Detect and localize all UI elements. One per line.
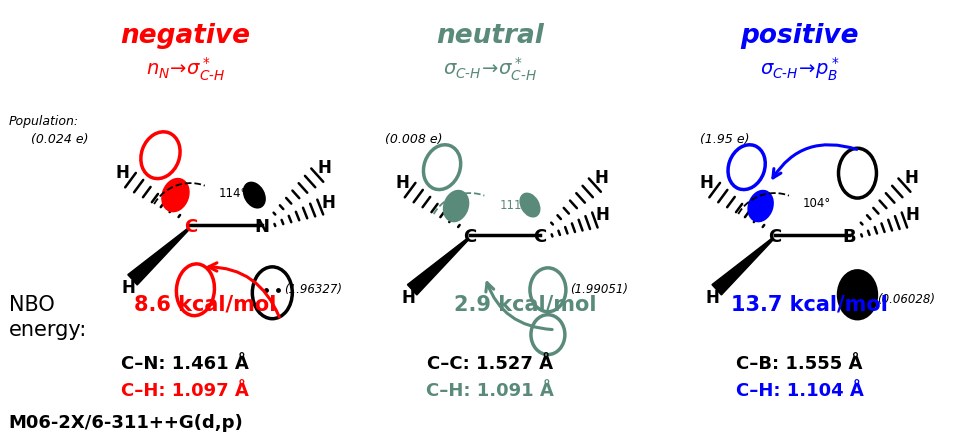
Text: 2.9 kcal/mol: 2.9 kcal/mol — [454, 295, 596, 315]
Text: neutral: neutral — [436, 23, 544, 49]
Text: (1.96327): (1.96327) — [284, 283, 342, 296]
Text: (0.008 e): (0.008 e) — [385, 134, 443, 146]
Text: C: C — [533, 228, 547, 246]
Text: H: H — [596, 206, 610, 224]
Text: H: H — [905, 169, 918, 187]
Text: (0.06028): (0.06028) — [877, 293, 936, 306]
Text: $n_N \!\rightarrow\! \sigma^*_{C\text{-}H}$: $n_N \!\rightarrow\! \sigma^*_{C\text{-}… — [146, 56, 225, 83]
Text: (1.99051): (1.99051) — [570, 283, 628, 296]
Text: positive: positive — [740, 23, 858, 49]
Text: C–N: 1.461 Å: C–N: 1.461 Å — [122, 355, 249, 372]
Polygon shape — [127, 228, 189, 285]
Ellipse shape — [839, 271, 876, 319]
Text: H: H — [595, 169, 609, 187]
Ellipse shape — [520, 194, 539, 216]
Text: H: H — [122, 279, 135, 297]
Text: (0.024 e): (0.024 e) — [30, 134, 88, 146]
Text: H: H — [906, 206, 919, 224]
Text: H: H — [401, 289, 416, 307]
Text: C–H: 1.104 Å: C–H: 1.104 Å — [736, 381, 863, 400]
Text: 111°: 111° — [500, 198, 528, 211]
Text: 8.6 kcal/mol: 8.6 kcal/mol — [134, 295, 276, 315]
Text: C–B: 1.555 Å: C–B: 1.555 Å — [736, 355, 862, 372]
Text: C: C — [464, 228, 476, 246]
Text: Population:: Population: — [9, 115, 78, 128]
Text: 104°: 104° — [803, 197, 831, 210]
Text: NBO: NBO — [9, 295, 55, 315]
Text: $\sigma_{C\text{-}H} \!\rightarrow\! \sigma^*_{C\text{-}H}$: $\sigma_{C\text{-}H} \!\rightarrow\! \si… — [443, 56, 537, 83]
Text: 13.7 kcal/mol: 13.7 kcal/mol — [731, 295, 888, 315]
Text: 114°: 114° — [219, 186, 247, 200]
Text: C: C — [184, 218, 197, 236]
Text: H: H — [395, 174, 409, 192]
Ellipse shape — [244, 183, 265, 207]
Text: C: C — [768, 228, 781, 246]
Ellipse shape — [445, 191, 467, 221]
Text: H: H — [116, 164, 129, 182]
Text: M06-2X/6-311++G(d,p): M06-2X/6-311++G(d,p) — [9, 414, 243, 433]
Text: C–H: 1.091 Å: C–H: 1.091 Å — [426, 381, 554, 400]
Text: C–H: 1.097 Å: C–H: 1.097 Å — [122, 381, 249, 400]
Text: H: H — [706, 289, 719, 307]
Text: H: H — [321, 194, 335, 212]
Text: H: H — [318, 159, 331, 177]
Text: C–C: 1.527 Å: C–C: 1.527 Å — [427, 355, 553, 372]
Text: H: H — [700, 174, 713, 192]
Text: (1.95 e): (1.95 e) — [700, 134, 749, 146]
Text: negative: negative — [121, 23, 251, 49]
Ellipse shape — [749, 191, 772, 221]
Ellipse shape — [163, 179, 188, 210]
Text: energy:: energy: — [9, 320, 87, 340]
Text: B: B — [843, 228, 857, 246]
Polygon shape — [408, 238, 468, 295]
Text: $\sigma_{C\text{-}H} \!\rightarrow\! p^*_B$: $\sigma_{C\text{-}H} \!\rightarrow\! p^*… — [760, 56, 839, 83]
Polygon shape — [712, 238, 773, 295]
Text: N: N — [255, 218, 270, 236]
